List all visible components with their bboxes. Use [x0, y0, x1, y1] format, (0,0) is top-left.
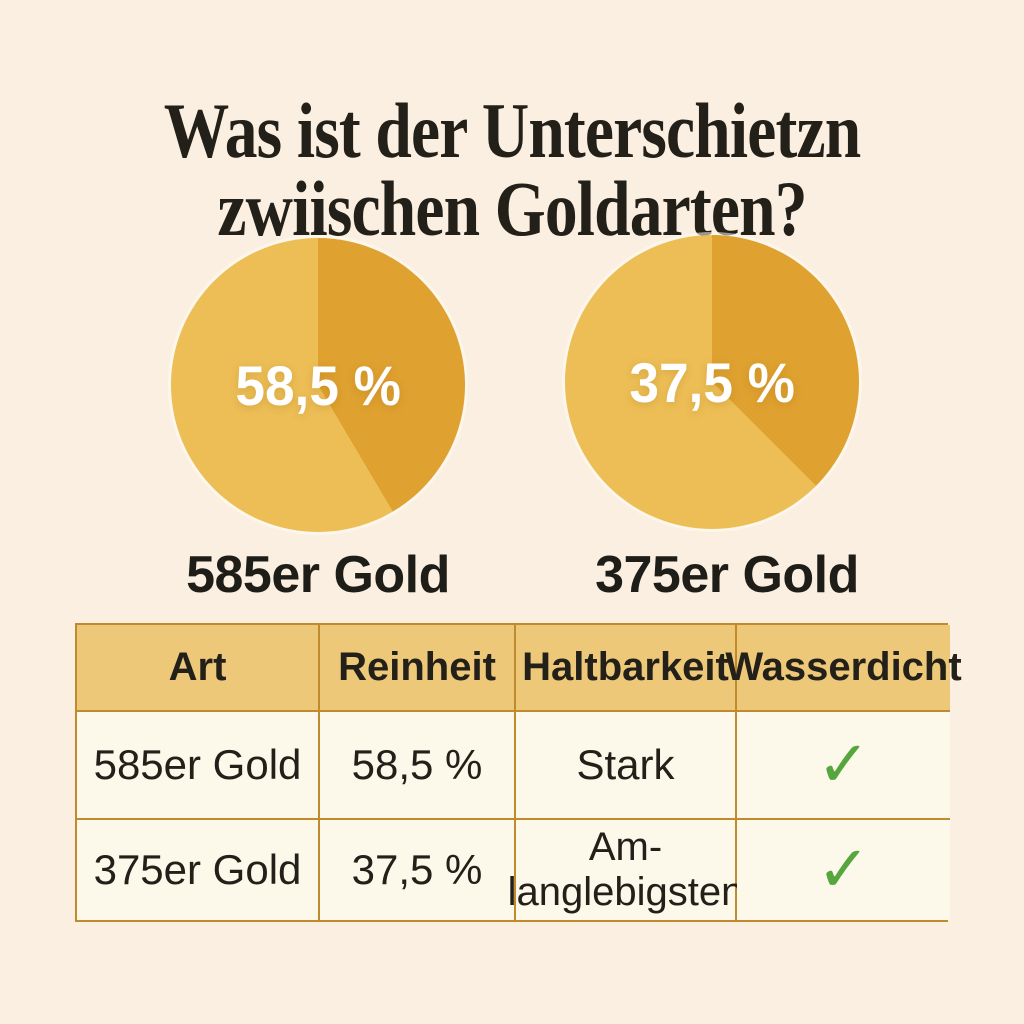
- checkmark-icon: ✓: [816, 728, 871, 802]
- table-cell-wasserdicht-585: ✓: [737, 712, 950, 820]
- table-cell-reinheit-375: 37,5 %: [320, 820, 516, 920]
- table-header-art: Art: [77, 625, 320, 712]
- pie-percentage-label-375: 37,5 %: [629, 350, 795, 414]
- table-header-haltbarkeit: Haltbarkeit: [516, 625, 737, 712]
- table-cell-haltbarkeit-585: Stark: [516, 712, 737, 820]
- table-cell-reinheit-585: 58,5 %: [320, 712, 516, 820]
- pie-chart-375er-gold: 37,5 %: [565, 235, 859, 529]
- pie-caption-585er-gold: 585er Gold: [186, 546, 450, 604]
- pie-caption-375er-gold: 375er Gold: [595, 546, 859, 604]
- page-title: Was ist der Unterschietzn zwiischen Gold…: [0, 92, 1024, 248]
- table-cell-wasserdicht-375: ✓: [737, 820, 950, 920]
- checkmark-icon: ✓: [816, 833, 871, 907]
- table-cell-art-585: 585er Gold: [77, 712, 320, 820]
- table-cell-art-375: 375er Gold: [77, 820, 320, 920]
- page-title-line-2: zwiischen Goldarten?: [217, 165, 807, 253]
- table-cell-haltbarkeit-375: Am- langlebigsten: [508, 820, 743, 920]
- pie-percentage-label-585: 58,5 %: [235, 353, 401, 417]
- page-title-line-1: Was ist der Unterschietzn: [163, 87, 861, 175]
- pie-chart-585er-gold: 58,5 %: [171, 238, 465, 532]
- table-header-reinheit: Reinheit: [320, 625, 516, 712]
- gold-comparison-table: Art Reinheit Haltbarkeit Wasserdicht 585…: [75, 623, 962, 922]
- table-header-wasserdicht: Wasserdicht: [725, 625, 962, 712]
